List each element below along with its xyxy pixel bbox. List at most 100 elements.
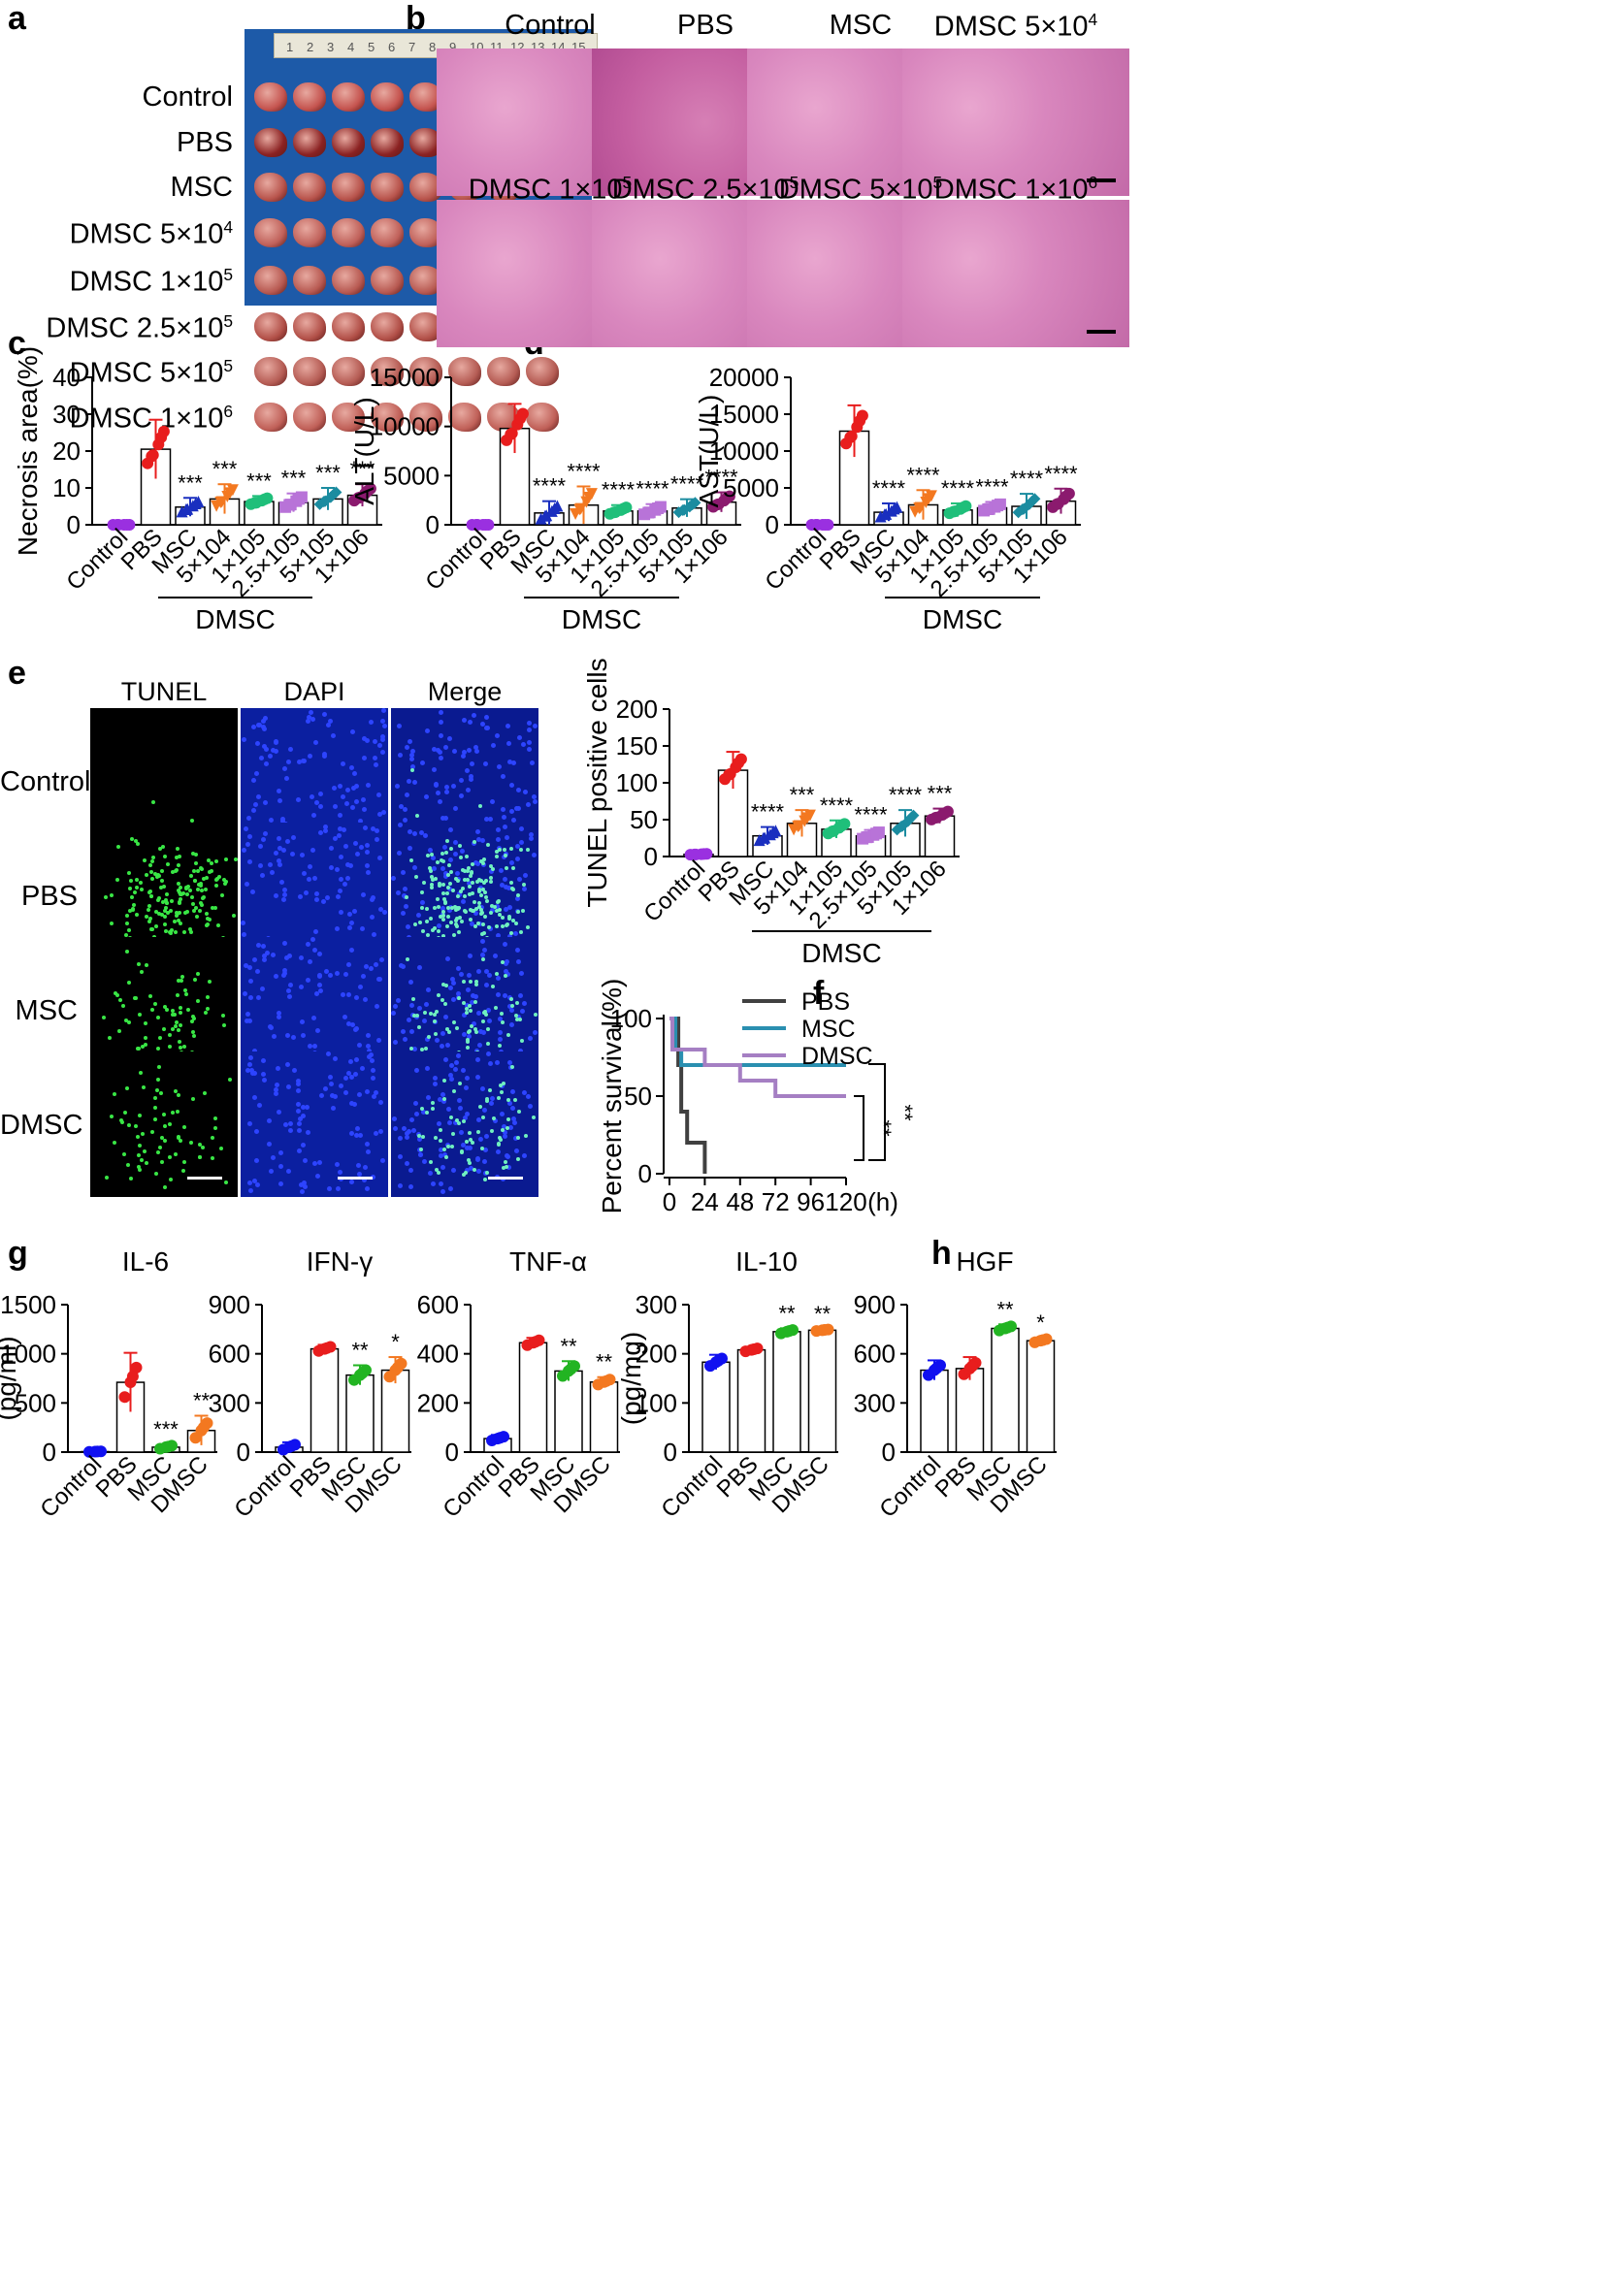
nucleus <box>411 1127 416 1133</box>
tunel-dot <box>468 1160 473 1165</box>
data-point <box>1036 1334 1049 1346</box>
tunel-dot <box>421 1134 426 1139</box>
nucleus <box>441 1151 447 1157</box>
nucleus <box>298 893 304 899</box>
significance: ** <box>996 1297 1014 1321</box>
nucleus <box>379 750 385 756</box>
tunel-dot <box>422 1010 427 1015</box>
tunel-dot <box>153 1116 158 1121</box>
tunel-dot <box>162 884 166 889</box>
nucleus <box>291 1068 297 1074</box>
nucleus <box>338 877 343 883</box>
tunel-dot <box>455 894 460 899</box>
nucleus <box>404 1134 409 1140</box>
nucleus <box>477 1042 483 1048</box>
tunel-dot <box>178 1138 182 1143</box>
nucleus <box>356 1163 362 1169</box>
tunel-dot <box>438 1127 442 1132</box>
nucleus <box>509 860 515 866</box>
tunel-dot <box>489 879 494 884</box>
nucleus <box>291 834 297 840</box>
significance: *** <box>315 461 341 485</box>
tunel-dot <box>157 1145 162 1149</box>
liver-sample <box>293 312 326 341</box>
tunel-dot <box>128 879 133 884</box>
nucleus <box>423 1001 429 1007</box>
nucleus <box>241 920 246 925</box>
nucleus <box>361 973 367 979</box>
nucleus <box>338 1169 343 1175</box>
nucleus <box>335 925 341 931</box>
nucleus <box>254 771 260 777</box>
nucleus <box>296 1108 302 1114</box>
y-tick-label: 0 <box>638 1159 652 1188</box>
y-tick-label: 50 <box>624 1082 652 1111</box>
nucleus <box>513 1148 519 1153</box>
nucleus <box>296 1079 302 1084</box>
tunel-dot <box>478 893 483 898</box>
nucleus <box>424 1065 430 1071</box>
nucleus <box>403 817 408 823</box>
tunel-dot <box>192 1033 197 1038</box>
nucleus <box>432 1075 438 1081</box>
tunel-dot <box>435 1168 440 1173</box>
nucleus <box>499 867 505 873</box>
tunel-dot <box>513 921 518 925</box>
data-point <box>947 505 960 518</box>
tunel-dot <box>197 1154 202 1159</box>
nucleus <box>362 1164 368 1170</box>
tunel-dot <box>210 868 214 873</box>
nucleus <box>247 833 252 839</box>
nucleus <box>349 805 355 811</box>
tunel-dot <box>515 1000 520 1005</box>
tunel-dot <box>205 1007 210 1012</box>
tunel-dot <box>445 890 450 895</box>
tunel-dot <box>139 881 144 886</box>
nucleus <box>246 1121 252 1127</box>
nucleus <box>343 844 349 850</box>
nucleus <box>277 846 282 852</box>
nucleus <box>324 894 330 900</box>
tunel-dot <box>432 1019 437 1024</box>
tunel-dot <box>506 916 511 921</box>
significance: **** <box>872 476 906 501</box>
tunel-dot <box>429 917 434 922</box>
data-point <box>352 492 365 504</box>
nucleus <box>489 1101 494 1107</box>
nucleus <box>448 985 454 990</box>
tunel-dot <box>176 847 179 852</box>
tunel-dot <box>441 909 446 914</box>
tunel-dot <box>483 1012 488 1017</box>
tunel-dot <box>468 1131 473 1136</box>
tunel-dot <box>214 877 219 882</box>
tunel-dot <box>122 1151 127 1156</box>
nucleus <box>502 814 507 820</box>
nucleus <box>328 973 334 979</box>
tunel-dot <box>488 1088 493 1093</box>
liver-sample <box>254 357 287 386</box>
nucleus <box>311 1016 317 1021</box>
tunel-row-label-1: PBS <box>20 881 78 912</box>
nucleus <box>514 843 520 849</box>
liver-sample <box>409 403 442 432</box>
significance: **** <box>533 474 567 499</box>
nucleus <box>506 885 512 890</box>
nucleus <box>278 1163 284 1169</box>
data-point <box>162 1440 175 1453</box>
nucleus <box>437 750 442 756</box>
tunel-dot <box>147 890 151 895</box>
nucleus <box>503 992 508 998</box>
nucleus <box>361 1178 367 1183</box>
tunel-dot <box>191 1029 196 1034</box>
nucleus <box>299 985 305 989</box>
y-tick-label: 1500 <box>0 1290 56 1319</box>
tunel-dot <box>206 916 211 921</box>
tunel-dot <box>147 916 152 921</box>
nucleus <box>447 827 453 832</box>
tunel-dot <box>177 1028 181 1033</box>
tunel-dot <box>483 894 488 899</box>
nucleus <box>517 734 523 740</box>
nucleus <box>365 1141 371 1147</box>
nucleus <box>472 712 477 718</box>
data-point <box>878 508 891 521</box>
